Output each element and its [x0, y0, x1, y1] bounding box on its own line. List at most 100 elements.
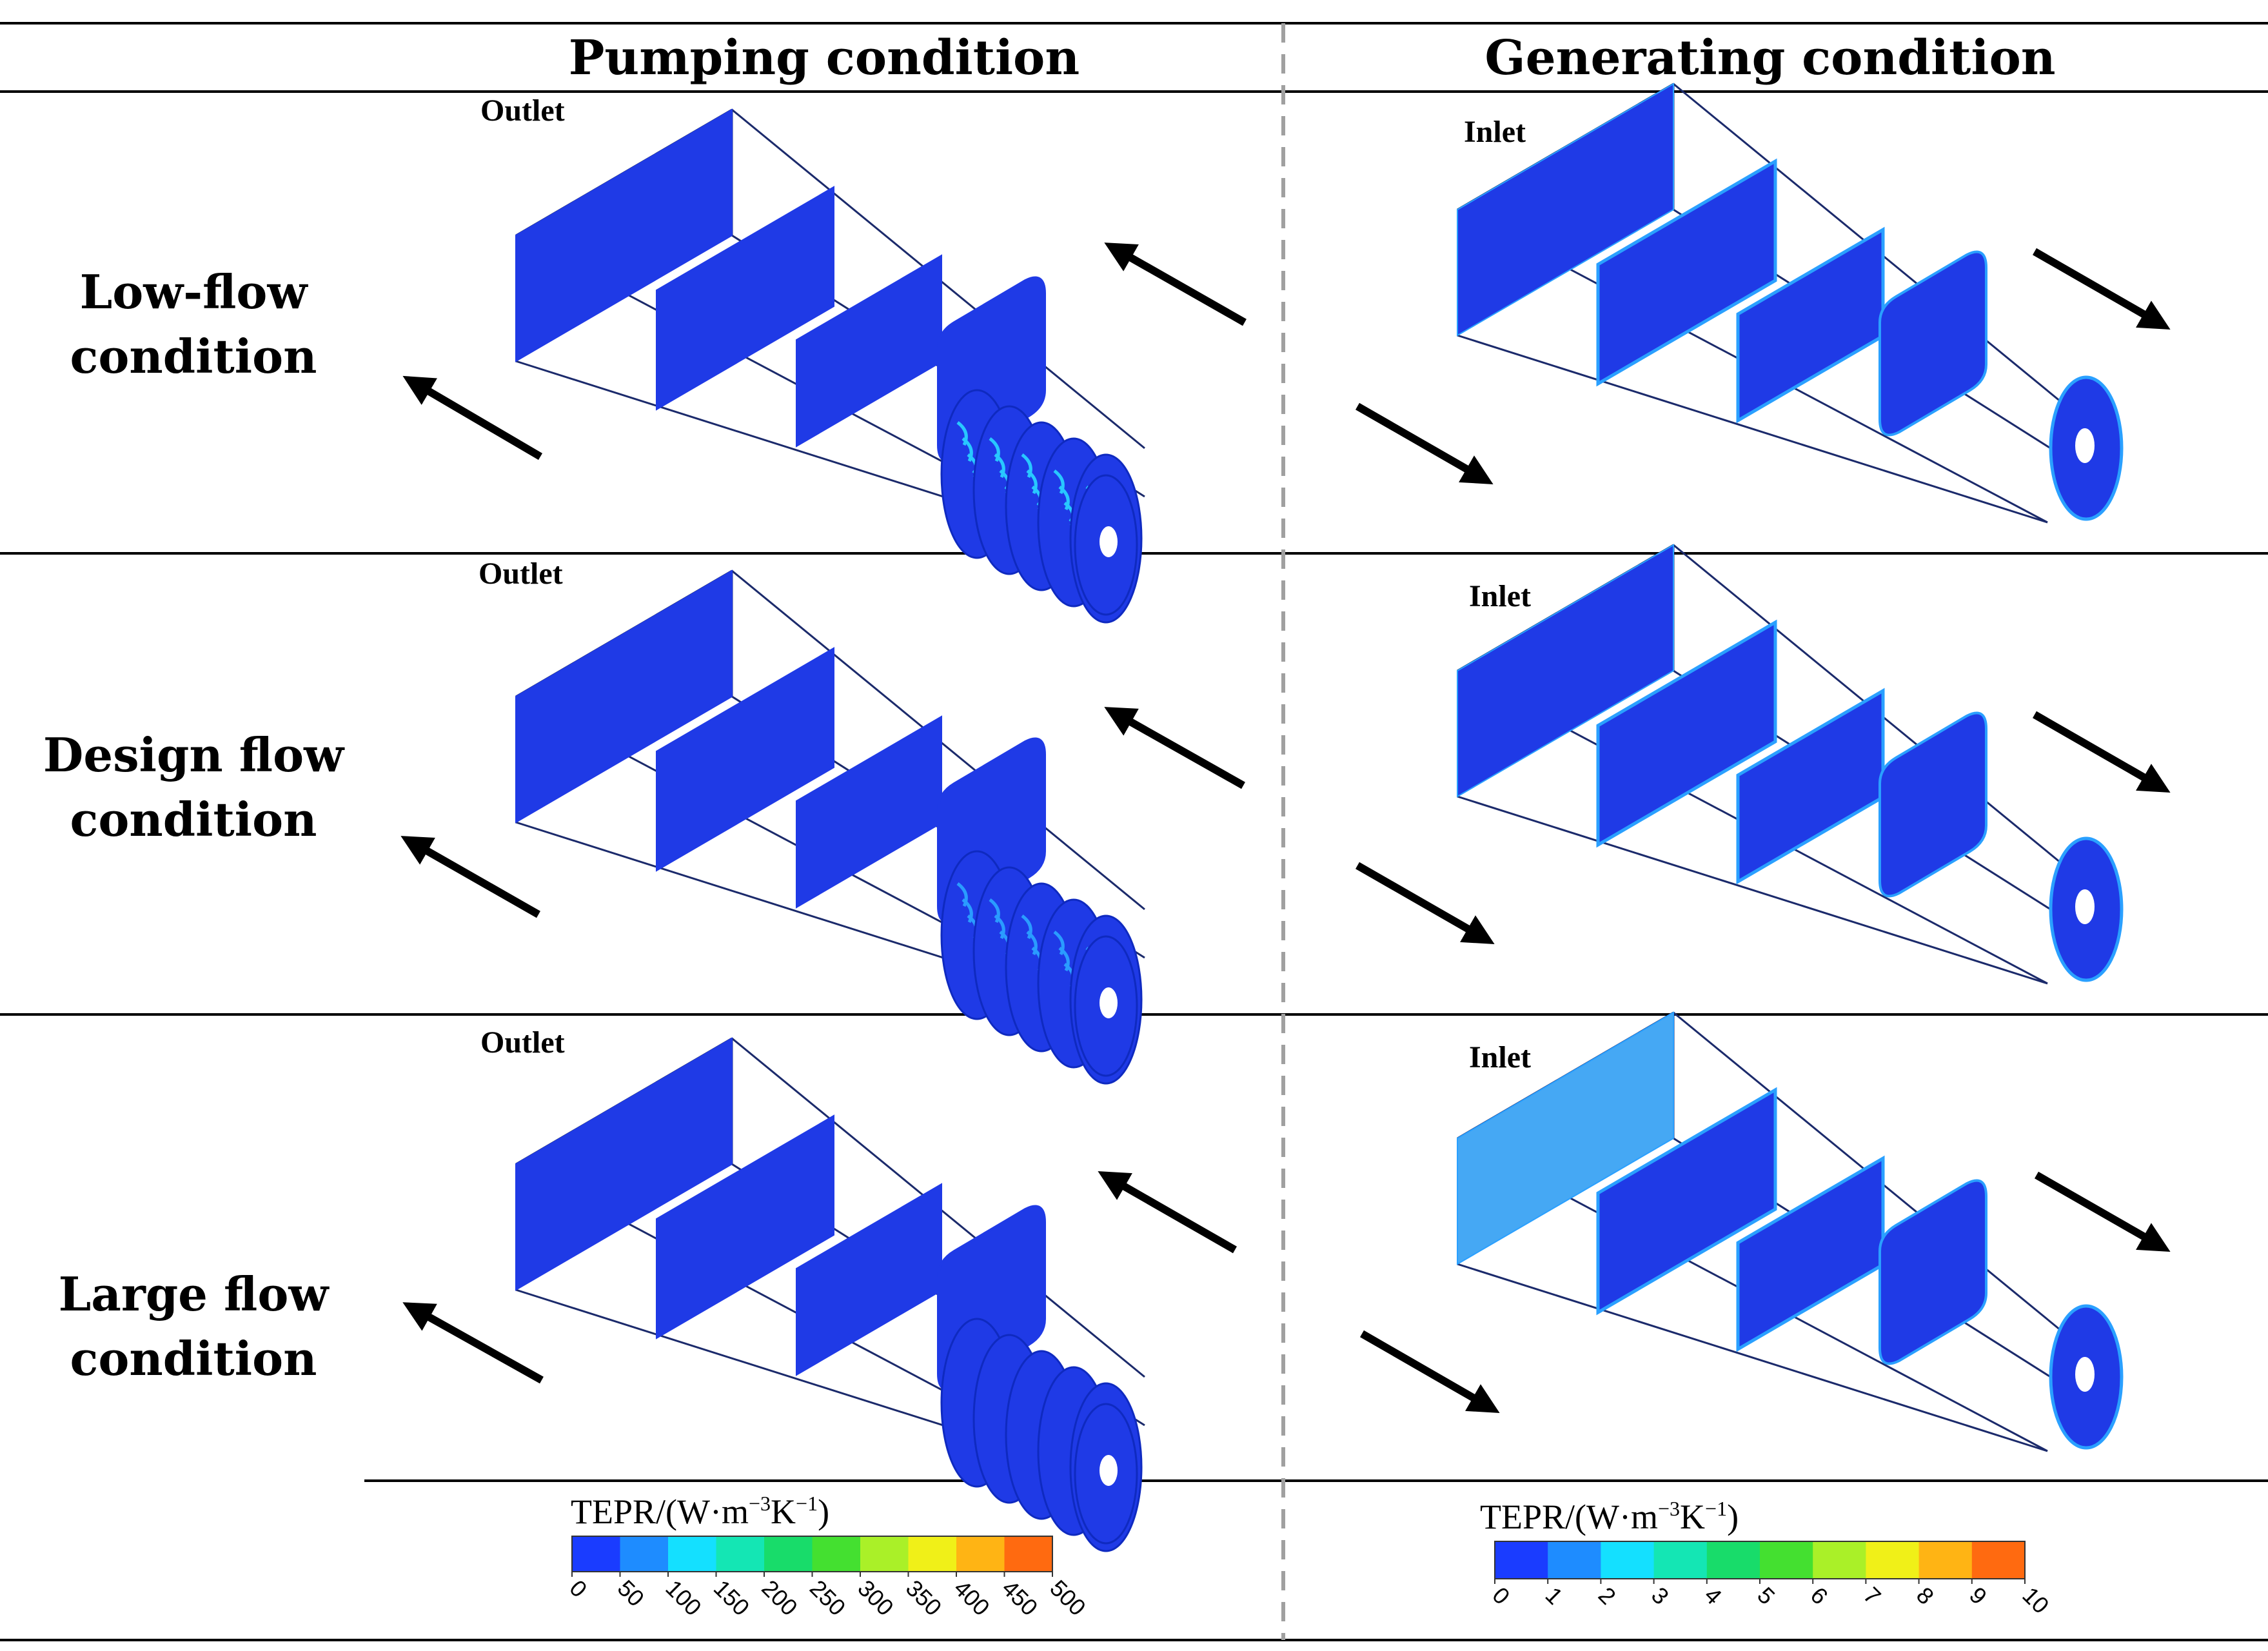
- colorbar-tick-label: 1: [1541, 1582, 1568, 1610]
- arrow-icon: [1104, 707, 1245, 789]
- arrow-icon: [2033, 711, 2171, 793]
- colorbar-cell: [716, 1536, 765, 1572]
- vortex-streak: [994, 914, 1005, 940]
- draft-tube-gen-low: [1457, 83, 2124, 524]
- colorbar-pumping: 0 50 100 150 200 250 300 350 400 450 500: [564, 1536, 1091, 1621]
- colorbar-cell: [1706, 1541, 1760, 1579]
- arrow-icon: [1098, 1171, 1237, 1254]
- colorbar-tick-label: 8: [1911, 1582, 1939, 1610]
- gen-port-label-2: Inlet: [1469, 579, 1531, 613]
- row-label-large-1: Large flow: [59, 1267, 330, 1321]
- section-face: [1457, 83, 1674, 337]
- header-generating: Generating condition: [1484, 30, 2055, 86]
- section-face: [1596, 619, 1777, 848]
- pump-port-label-1: Outlet: [480, 94, 565, 128]
- vortex-streak: [1053, 931, 1065, 956]
- outlet-hole: [2075, 428, 2095, 463]
- colorbar-cell: [1971, 1541, 2026, 1579]
- row-label-large-2: condition: [70, 1331, 317, 1386]
- pump-port-label-3: Outlet: [480, 1025, 565, 1060]
- arrow-icon: [1356, 402, 1494, 484]
- draft-tube-pump-large: [515, 1037, 1145, 1552]
- colorbar-tick-label: 250: [805, 1575, 851, 1621]
- colorbar-cell: [1548, 1541, 1601, 1579]
- section-face: [656, 1114, 834, 1340]
- arrow-icon: [2033, 248, 2171, 330]
- guide-line: [1457, 1263, 2048, 1452]
- row-label-low-1: Low-flow: [80, 264, 309, 319]
- arrow-icon: [402, 375, 543, 460]
- arrow-icon: [402, 1302, 544, 1384]
- section-face: [1596, 158, 1777, 387]
- section-face: [1878, 250, 1987, 437]
- colorbar-tick-label: 0: [564, 1575, 592, 1603]
- colorbar-cell: [860, 1536, 909, 1572]
- legend-title-generating: TEPR/(W·m−3K−1): [1480, 1497, 1739, 1536]
- vortex-streak: [1021, 453, 1032, 479]
- vortex-streak: [1058, 947, 1070, 972]
- section-face: [515, 1037, 733, 1291]
- colorbar-cell: [1813, 1541, 1866, 1579]
- guide-line: [1457, 795, 2048, 985]
- colorbar-tick-label: 2: [1593, 1582, 1621, 1610]
- arrow-icon: [1104, 242, 1247, 326]
- colorbar-tick-label: 200: [756, 1575, 802, 1621]
- section-face: [1457, 544, 1674, 798]
- vortex-streak: [1021, 914, 1032, 940]
- colorbar-cell: [812, 1536, 861, 1572]
- colorbar-tick-label: 3: [1646, 1582, 1674, 1610]
- colorbar-cell: [1866, 1541, 1920, 1579]
- vortex-streak: [961, 898, 973, 924]
- section-face: [656, 186, 834, 411]
- gen-port-label-3: Inlet: [1469, 1040, 1531, 1074]
- colorbar-cell: [668, 1536, 716, 1572]
- colorbar-cell: [956, 1536, 1005, 1572]
- arrow-icon: [400, 836, 540, 918]
- legend-title-pumping: TEPR/(W·m−3K−1): [571, 1492, 829, 1531]
- colorbar-tick-label: 7: [1859, 1582, 1886, 1610]
- colorbar-cell: [764, 1536, 813, 1572]
- colorbar-tick-label: 4: [1699, 1582, 1727, 1610]
- colorbar-tick-label: 5: [1752, 1582, 1780, 1610]
- colorbar-tick-label: 10: [2017, 1582, 2054, 1619]
- colorbar-cell: [908, 1536, 957, 1572]
- colorbar-generating: 0 1 2 3 4 5 6 7 8 9 10: [1487, 1541, 2055, 1619]
- colorbar-cell: [572, 1536, 620, 1572]
- vortex-streak: [961, 437, 973, 462]
- outlet-hole: [2075, 889, 2095, 924]
- colorbar-tick-label: 300: [853, 1575, 898, 1621]
- arrow-icon: [1360, 1330, 1500, 1413]
- outlet-hole: [2075, 1357, 2095, 1392]
- vortex-streak: [994, 453, 1005, 479]
- vortex-streak: [1058, 486, 1070, 511]
- legend-pumping: TEPR/(W·m−3K−1) 0 50 100 150 200 250 300 350 400…: [564, 1492, 1090, 1621]
- colorbar-cell: [1918, 1541, 1973, 1579]
- colorbar-cell: [1760, 1541, 1813, 1579]
- vortex-streak: [1026, 931, 1038, 956]
- colorbar-tick-label: 100: [660, 1575, 706, 1621]
- gen-port-label-1: Inlet: [1464, 115, 1526, 149]
- section-face: [1878, 711, 1987, 898]
- section-face: [515, 108, 733, 362]
- section-face: [1596, 1087, 1777, 1316]
- row-labels: Low-flow condition Design flow condition…: [43, 264, 345, 1386]
- header-pumping: Pumping condition: [569, 30, 1080, 86]
- legend-generating: TEPR/(W·m−3K−1) 0 1 2 3 4 5 6 7 8 9 10: [1480, 1497, 2055, 1619]
- colorbar-tick-label: 400: [949, 1575, 994, 1621]
- vortex-streak: [989, 898, 1000, 924]
- vortex-streak: [1026, 470, 1038, 495]
- guide-line: [1457, 334, 2048, 524]
- pump-port-label-2: Outlet: [478, 557, 563, 591]
- colorbar-cell: [1495, 1541, 1548, 1579]
- colorbar-tick-label: 450: [997, 1575, 1043, 1621]
- section-face: [515, 569, 733, 824]
- vortex-streak: [956, 421, 968, 446]
- flow-arrows: [400, 242, 2171, 1413]
- outlet-hole: [1099, 526, 1118, 557]
- arrow-icon: [1356, 862, 1495, 944]
- section-face: [656, 647, 834, 872]
- colorbar-tick-label: 9: [1964, 1582, 1992, 1610]
- arrow-icon: [2035, 1171, 2171, 1252]
- vortex-streak: [1053, 470, 1065, 495]
